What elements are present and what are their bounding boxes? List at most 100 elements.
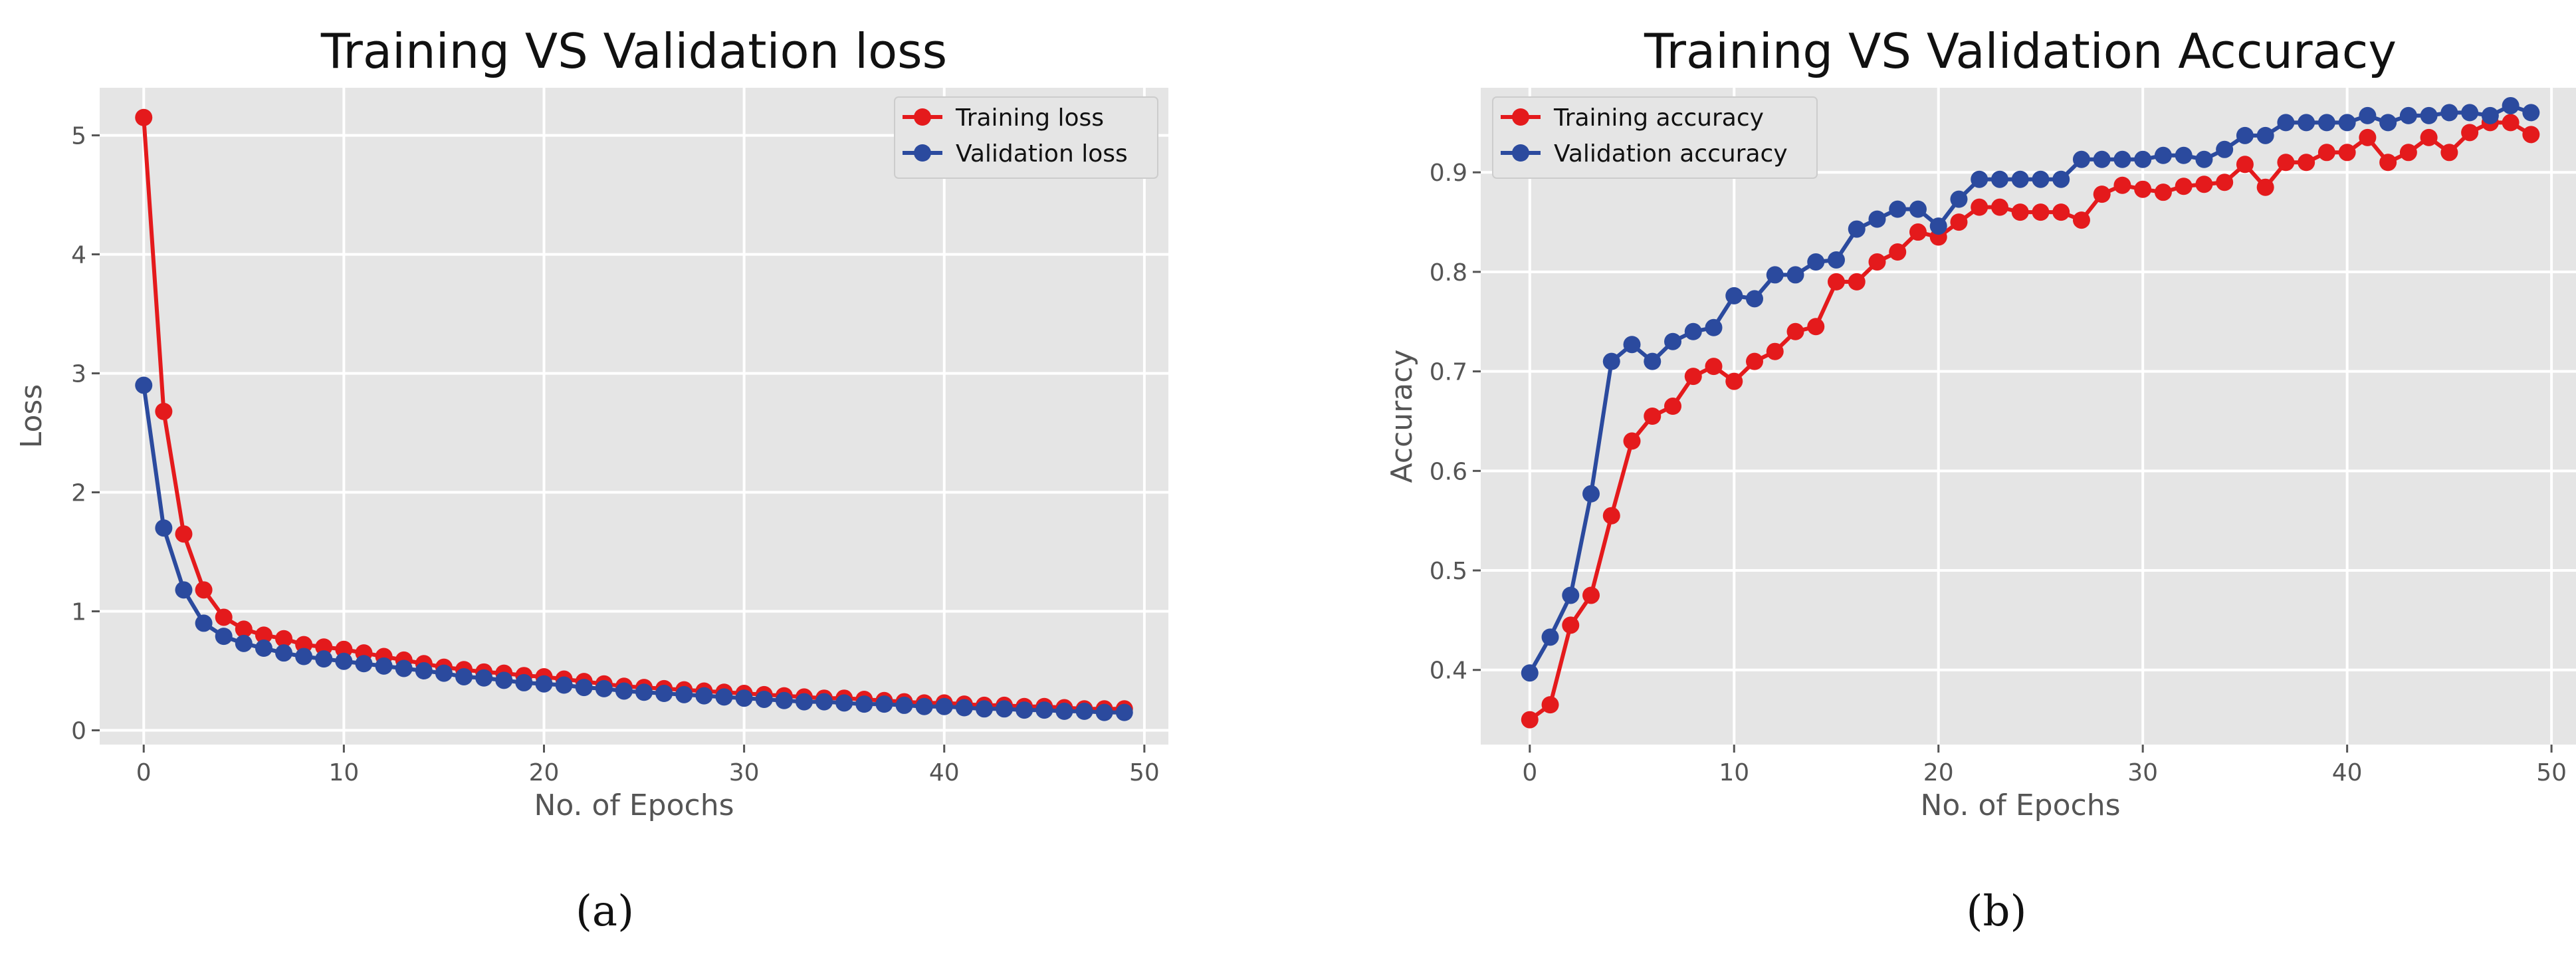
data-point-training-accuracy [1705,358,1723,376]
x-axis-label: No. of Epochs [1920,788,2120,822]
data-point-validation-loss [195,614,213,632]
data-point-validation-loss [215,628,233,646]
data-point-training-accuracy [1868,253,1886,271]
data-point-validation-accuracy [1725,287,1743,304]
data-point-training-accuracy [2420,128,2438,146]
x-tick-label: 10 [1719,759,1749,786]
data-point-validation-loss [395,659,413,677]
data-point-validation-loss [315,650,333,668]
tick-labels: 0 10 20 30 40 50 0.4 0.5 0.6 0.7 0.8 0.9 [1430,160,2567,786]
data-point-validation-accuracy [1664,332,1682,350]
data-point-training-accuracy [2256,178,2274,196]
data-point-validation-loss [855,695,873,713]
data-point-training-accuracy [1746,352,1763,370]
series-group [1521,96,2540,729]
data-point-validation-accuracy [1929,217,1947,235]
data-point-validation-loss [1075,702,1093,720]
data-point-training-accuracy [2032,203,2050,221]
y-tick-label: 0.6 [1430,458,1467,485]
data-point-validation-loss [955,699,973,717]
data-point-validation-accuracy [2052,170,2070,188]
data-point-validation-loss [335,652,353,670]
data-point-validation-loss [535,675,553,693]
data-point-validation-loss [695,687,713,705]
data-point-training-accuracy [1541,696,1559,714]
data-point-validation-accuracy [1644,352,1662,370]
data-point-validation-loss [975,700,993,718]
data-point-validation-accuracy [2359,106,2377,124]
y-tick-label: 0.8 [1430,259,1467,287]
legend: Training loss Validation loss [894,96,1158,179]
data-point-training-accuracy [2277,154,2295,172]
data-point-training-accuracy [1623,432,1641,450]
data-point-training-accuracy [1786,322,1804,340]
y-tick-label: 1 [71,599,86,626]
data-point-validation-loss [755,690,773,708]
data-point-training-accuracy [1725,372,1743,390]
data-point-validation-accuracy [1582,485,1600,503]
data-point-validation-accuracy [1562,586,1580,604]
data-point-training-loss [155,402,173,420]
data-point-validation-loss [235,634,253,652]
data-point-validation-loss [735,689,753,707]
data-point-validation-accuracy [2256,126,2274,144]
data-point-validation-loss [795,693,813,711]
data-point-validation-loss [475,669,493,687]
data-point-validation-accuracy [2379,114,2397,132]
data-point-validation-loss [915,697,933,715]
data-point-training-accuracy [1848,273,1866,291]
data-point-training-accuracy [2134,180,2152,198]
data-point-validation-loss [135,376,153,394]
x-tick-label: 30 [729,759,760,786]
data-point-training-loss [335,640,353,658]
data-point-validation-accuracy [1541,628,1559,646]
x-tick-label: 40 [929,759,960,786]
data-point-training-accuracy [2359,128,2377,146]
data-point-validation-accuracy [1909,200,1927,218]
data-point-training-loss [275,630,293,648]
data-point-validation-loss [435,664,453,682]
data-point-validation-loss [935,697,953,715]
legend-box [1492,96,1818,179]
legend-label-training: Training accuracy [1553,104,1764,132]
data-point-validation-accuracy [2236,126,2254,144]
data-point-training-loss [295,636,313,654]
legend-marker-training [914,108,931,126]
data-point-training-accuracy [1602,507,1620,525]
data-point-validation-accuracy [2317,114,2335,132]
data-point-validation-accuracy [1746,290,1763,308]
data-point-training-accuracy [2154,183,2172,201]
data-point-validation-accuracy [2277,114,2295,132]
data-point-validation-accuracy [2399,106,2417,124]
data-point-validation-loss [375,657,393,675]
x-tick-label: 0 [136,759,152,786]
data-point-validation-loss [996,700,1014,718]
y-tick-label: 5 [71,123,86,150]
series-group [135,108,1133,721]
data-point-validation-accuracy [2216,140,2234,158]
data-point-training-accuracy [2440,144,2458,162]
data-point-training-accuracy [1990,198,2008,216]
data-point-validation-accuracy [1766,266,1784,284]
data-point-validation-accuracy [2481,106,2499,124]
data-point-training-accuracy [1950,213,1968,231]
x-tick-label: 10 [328,759,359,786]
data-point-validation-accuracy [1868,210,1886,228]
data-point-validation-accuracy [1889,200,1907,218]
y-tick-label: 0.7 [1430,359,1467,386]
x-axis-label: No. of Epochs [534,788,734,822]
data-point-validation-accuracy [1971,170,1988,188]
data-point-validation-loss [175,581,193,599]
y-tick-label: 0.4 [1430,657,1467,685]
data-point-training-accuracy [2379,154,2397,172]
data-point-training-accuracy [1562,616,1580,634]
data-point-validation-loss [1035,701,1053,719]
data-point-training-loss [195,581,213,599]
data-point-validation-loss [895,696,913,714]
x-tick-label: 20 [529,759,560,786]
data-point-training-accuracy [2502,114,2520,132]
y-tick-label: 0.9 [1430,160,1467,187]
data-point-training-accuracy [2298,154,2315,172]
chart-title: Training VS Validation Accuracy [1644,23,2397,79]
data-point-validation-accuracy [2113,150,2131,168]
